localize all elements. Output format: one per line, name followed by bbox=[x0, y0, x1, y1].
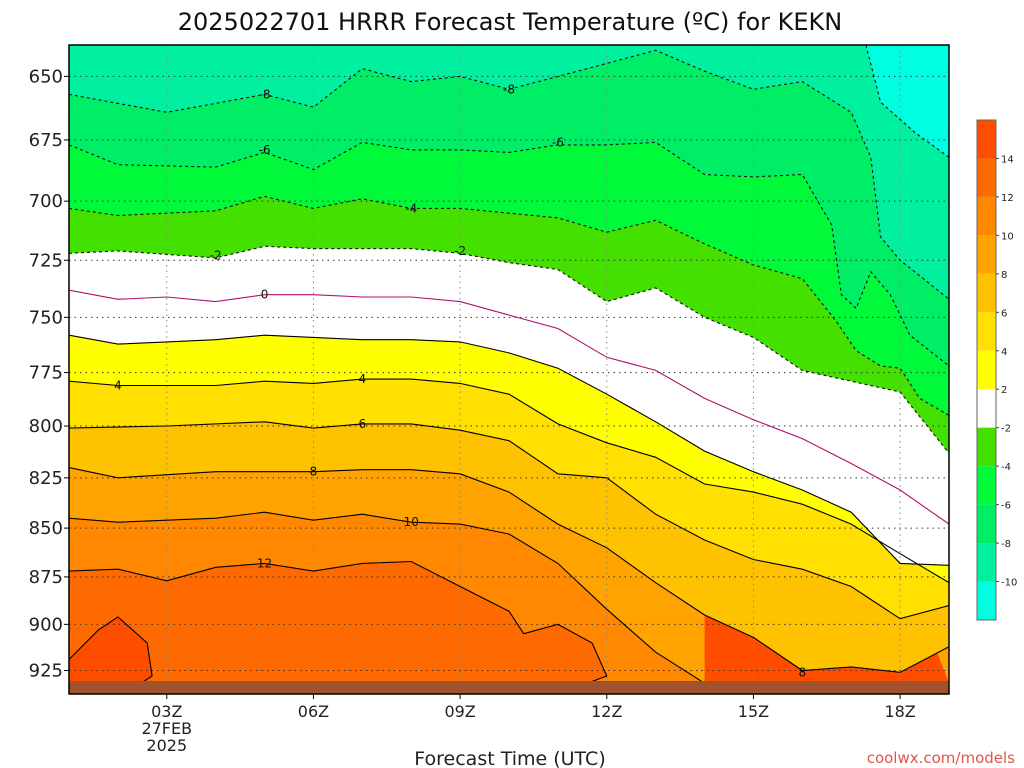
x-tick-label: 15Z bbox=[738, 702, 769, 721]
contour-label: -6 bbox=[259, 143, 271, 157]
fill-band-14-16 bbox=[69, 616, 153, 694]
contour-label: 8 bbox=[310, 465, 318, 479]
colorbar-bin bbox=[977, 273, 996, 313]
contour-line--2 bbox=[69, 245, 949, 454]
colorbar-tick-label: 6 bbox=[1001, 308, 1007, 319]
x-tick-label: 12Z bbox=[591, 702, 622, 721]
contour-label: -2 bbox=[454, 244, 466, 258]
y-tick-label: 825 bbox=[29, 468, 63, 489]
colorbar-bin bbox=[977, 312, 996, 351]
contour-line--4 bbox=[69, 195, 949, 416]
colorbar-bin bbox=[977, 350, 996, 390]
contour-label: -8 bbox=[259, 87, 271, 101]
colorbar-bin bbox=[977, 543, 996, 582]
x-tick-label: 03Z bbox=[151, 702, 182, 721]
colorbar-bin bbox=[977, 389, 996, 428]
colorbar-bin bbox=[977, 427, 996, 467]
contour-label: -2 bbox=[210, 249, 222, 263]
plot-frame bbox=[68, 44, 950, 695]
x-tick-label: 09Z bbox=[444, 702, 475, 721]
y-tick-label: 750 bbox=[29, 307, 63, 328]
colorbar-tick-label: -4 bbox=[1001, 462, 1011, 473]
colorbar-tick-label: 2 bbox=[1001, 385, 1007, 396]
y-tick-label: 900 bbox=[29, 614, 63, 635]
credit-text: coolwx.com/models bbox=[867, 749, 1015, 767]
colorbar-bin bbox=[977, 581, 996, 620]
x-tick-sublabel: 2025 bbox=[146, 736, 187, 755]
colorbar-tick-label: -6 bbox=[1001, 501, 1011, 512]
contour-line-4 bbox=[69, 378, 949, 584]
colorbar-tick-label: 14 bbox=[1001, 154, 1014, 165]
plot-layer: -8 -8 -6 -6 -4 -2 -2 0 4 4 6 8 8 10 12 bbox=[68, 44, 950, 695]
y-tick-label: 775 bbox=[29, 363, 63, 384]
colorbar-tick-label: -2 bbox=[1001, 424, 1011, 435]
contour-label: 0 bbox=[261, 288, 269, 302]
contour-line-10 bbox=[69, 511, 705, 684]
colorbar-tick-label: 10 bbox=[1001, 231, 1014, 242]
fill-band-12-14 bbox=[69, 561, 607, 694]
y-axis: 650 675 700 725 750 775 800 825 850 875 900 925 bbox=[29, 66, 69, 681]
colorbar-bin bbox=[977, 158, 996, 197]
contour-lines: -8 -8 -6 -6 -4 -2 -2 0 4 4 6 8 8 10 12 bbox=[69, 45, 949, 694]
fill-band--8 bbox=[69, 45, 949, 300]
colorbar-bin bbox=[977, 120, 996, 159]
colorbar-tick-label: 8 bbox=[1001, 270, 1007, 281]
colorbar-bin bbox=[977, 466, 996, 505]
y-tick-label: 800 bbox=[29, 416, 63, 437]
contour-label: 4 bbox=[114, 379, 122, 393]
x-tick-label: 06Z bbox=[298, 702, 329, 721]
colorbar: 14 12 10 8 6 4 2 -2 -4 -6 -8 -10 bbox=[976, 119, 1017, 621]
contour-line-8 bbox=[69, 467, 949, 673]
colorbar-bin bbox=[977, 504, 996, 544]
x-tick-sublabel: 27FEB bbox=[141, 719, 192, 738]
y-tick-label: 850 bbox=[29, 518, 63, 539]
contour-label: -8 bbox=[503, 82, 515, 96]
y-tick-label: 700 bbox=[29, 191, 63, 212]
contour-line-2 bbox=[69, 334, 949, 566]
contour-label: -4 bbox=[405, 201, 417, 215]
colorbar-tick-label: -10 bbox=[1001, 578, 1017, 589]
fill-band--6 bbox=[69, 45, 949, 366]
colorbar-tick-label: -8 bbox=[1001, 539, 1011, 550]
x-axis-label: Forecast Time (UTC) bbox=[414, 748, 605, 768]
colorbar-bin bbox=[977, 235, 996, 274]
y-tick-label: 875 bbox=[29, 567, 63, 588]
contour-label: 12 bbox=[257, 556, 272, 570]
y-tick-label: 925 bbox=[29, 660, 63, 681]
contour-label: -6 bbox=[552, 135, 564, 149]
grid bbox=[69, 45, 949, 694]
contour-label: 4 bbox=[359, 372, 367, 386]
contour-line-0 bbox=[69, 289, 949, 525]
fill-band-cold bbox=[865, 45, 949, 158]
colorbar-tick-label: 4 bbox=[1001, 347, 1007, 358]
terrain-strip bbox=[69, 681, 949, 694]
chart-title: 2025022701 HRRR Forecast Temperature (ºC… bbox=[178, 8, 843, 36]
colorbar-frame bbox=[976, 119, 997, 621]
x-tick-label: 18Z bbox=[884, 702, 915, 721]
contour-label: 8 bbox=[799, 665, 807, 679]
contour-label: 6 bbox=[359, 417, 367, 431]
y-tick-label: 675 bbox=[29, 130, 63, 151]
colorbar-bin bbox=[977, 196, 996, 236]
filled-contours bbox=[69, 45, 949, 694]
y-tick-label: 650 bbox=[29, 66, 63, 87]
y-tick-label: 725 bbox=[29, 250, 63, 271]
contour-line--8 bbox=[69, 49, 949, 300]
colorbar-tick-label: 12 bbox=[1001, 193, 1014, 204]
contour-label: 10 bbox=[404, 515, 419, 529]
contour-line-6 bbox=[69, 421, 949, 620]
